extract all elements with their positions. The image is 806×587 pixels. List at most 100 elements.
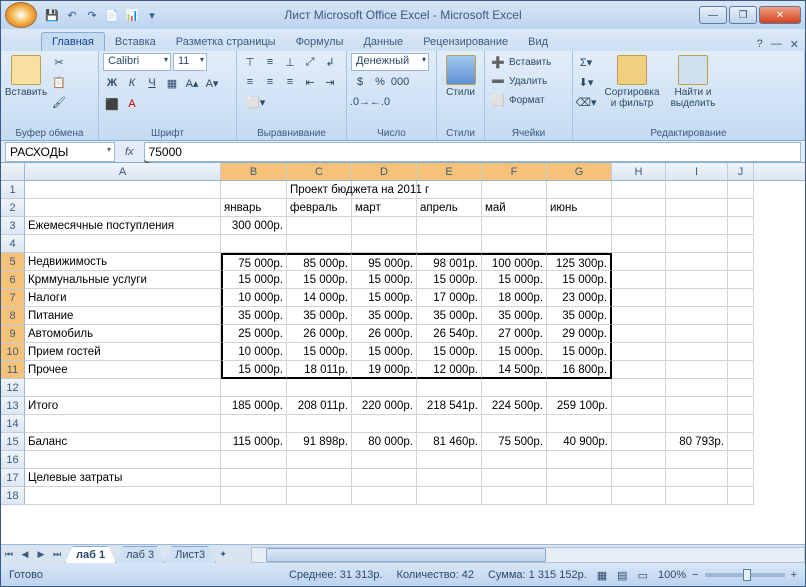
currency-icon[interactable]: $ xyxy=(351,73,369,91)
cell[interactable]: 15 000р. xyxy=(352,289,417,307)
cell[interactable] xyxy=(221,415,287,433)
cell[interactable] xyxy=(612,361,666,379)
cell[interactable]: 10 000р. xyxy=(221,343,287,361)
cell[interactable] xyxy=(666,361,728,379)
cell[interactable] xyxy=(728,307,754,325)
merge-icon[interactable]: ⬜▾ xyxy=(241,93,270,111)
qat-dd-icon[interactable]: 📄 xyxy=(103,6,121,24)
cell[interactable] xyxy=(287,469,352,487)
cell[interactable]: 75 000р. xyxy=(221,253,287,271)
cell[interactable]: Прочее xyxy=(25,361,221,379)
cell[interactable]: 12 000р. xyxy=(417,361,482,379)
sheet-tab[interactable]: лаб 1 xyxy=(65,546,116,563)
row-header[interactable]: 8 xyxy=(1,307,25,325)
row-header[interactable]: 7 xyxy=(1,289,25,307)
align-middle-icon[interactable]: ≡ xyxy=(261,53,279,71)
styles-button[interactable]: Стили xyxy=(441,53,480,98)
cell[interactable] xyxy=(612,415,666,433)
cell[interactable]: 15 000р. xyxy=(221,271,287,289)
row-header[interactable]: 18 xyxy=(1,487,25,505)
cell[interactable]: Баланс xyxy=(25,433,221,451)
cell[interactable] xyxy=(612,307,666,325)
inc-decimal-icon[interactable]: .0→ xyxy=(351,93,369,111)
cell[interactable]: февраль xyxy=(287,199,352,217)
cell[interactable] xyxy=(666,289,728,307)
column-header[interactable]: C xyxy=(287,163,352,180)
cell[interactable]: январь xyxy=(221,199,287,217)
cell[interactable] xyxy=(612,451,666,469)
cell[interactable]: 80 793р. xyxy=(666,433,728,451)
row-header[interactable]: 6 xyxy=(1,271,25,289)
sort-filter-button[interactable]: Сортировка и фильтр xyxy=(602,53,662,109)
cell[interactable]: 85 000р. xyxy=(287,253,352,271)
cell[interactable] xyxy=(666,217,728,235)
cell[interactable] xyxy=(666,199,728,217)
row-header[interactable]: 17 xyxy=(1,469,25,487)
cell[interactable] xyxy=(666,397,728,415)
cell[interactable]: 35 000р. xyxy=(547,307,612,325)
cell[interactable]: 26 000р. xyxy=(352,325,417,343)
cell[interactable]: 185 000р. xyxy=(221,397,287,415)
cell[interactable] xyxy=(728,397,754,415)
cell[interactable] xyxy=(612,271,666,289)
cell[interactable] xyxy=(25,487,221,505)
cell[interactable] xyxy=(417,415,482,433)
undo-icon[interactable]: ↶ xyxy=(63,6,81,24)
cell[interactable]: 15 000р. xyxy=(417,343,482,361)
cell[interactable]: 26 540р. xyxy=(417,325,482,343)
zoom-control[interactable]: 100% − + xyxy=(658,569,797,581)
column-header[interactable]: A xyxy=(25,163,221,180)
spreadsheet-grid[interactable]: ABCDEFGHIJ 1Проект бюджета на 2011 г2янв… xyxy=(1,163,805,544)
cell[interactable] xyxy=(728,235,754,253)
cell[interactable] xyxy=(728,271,754,289)
copy-icon[interactable]: 📋 xyxy=(50,73,68,91)
cell[interactable]: 15 000р. xyxy=(352,271,417,289)
close-button[interactable]: ✕ xyxy=(759,6,801,24)
row-header[interactable]: 14 xyxy=(1,415,25,433)
sheet-tab[interactable]: лаб 3 xyxy=(115,546,165,563)
tab-review[interactable]: Рецензирование xyxy=(413,33,518,51)
bold-button[interactable]: Ж xyxy=(103,74,121,92)
cell[interactable] xyxy=(666,181,728,199)
row-header[interactable]: 4 xyxy=(1,235,25,253)
cell[interactable] xyxy=(482,487,547,505)
cell[interactable] xyxy=(666,307,728,325)
tab-insert[interactable]: Вставка xyxy=(105,33,166,51)
cell[interactable] xyxy=(728,217,754,235)
cell[interactable]: 14 000р. xyxy=(287,289,352,307)
cell[interactable] xyxy=(482,217,547,235)
cell[interactable] xyxy=(352,415,417,433)
column-header[interactable]: J xyxy=(728,163,754,180)
cell[interactable]: 18 000р. xyxy=(482,289,547,307)
cell[interactable]: 15 000р. xyxy=(547,343,612,361)
cell[interactable]: 15 000р. xyxy=(221,361,287,379)
shrink-font-icon[interactable]: A▾ xyxy=(203,74,221,92)
cell[interactable]: Целевые затраты xyxy=(25,469,221,487)
cell[interactable]: 80 000р. xyxy=(352,433,417,451)
cell[interactable] xyxy=(547,181,612,199)
cell[interactable]: 208 011р. xyxy=(287,397,352,415)
cell[interactable] xyxy=(25,181,221,199)
cell[interactable] xyxy=(612,199,666,217)
cell[interactable] xyxy=(25,379,221,397)
cell[interactable] xyxy=(417,451,482,469)
cell[interactable] xyxy=(612,253,666,271)
cell[interactable]: 17 000р. xyxy=(417,289,482,307)
cell[interactable] xyxy=(666,325,728,343)
cell[interactable] xyxy=(547,235,612,253)
cell[interactable] xyxy=(547,415,612,433)
cell[interactable] xyxy=(612,235,666,253)
cell[interactable]: 29 000р. xyxy=(547,325,612,343)
doc-close-icon[interactable]: ✕ xyxy=(790,38,799,51)
cell[interactable] xyxy=(25,199,221,217)
cell[interactable] xyxy=(612,469,666,487)
cell[interactable]: Прием гостей xyxy=(25,343,221,361)
minimize-ribbon-icon[interactable]: — xyxy=(771,38,782,51)
cell[interactable]: 18 011р. xyxy=(287,361,352,379)
cell[interactable] xyxy=(352,469,417,487)
insert-icon[interactable]: ➕ xyxy=(489,53,507,71)
row-header[interactable]: 11 xyxy=(1,361,25,379)
row-header[interactable]: 13 xyxy=(1,397,25,415)
maximize-button[interactable]: ❐ xyxy=(729,6,757,24)
cell[interactable] xyxy=(417,217,482,235)
